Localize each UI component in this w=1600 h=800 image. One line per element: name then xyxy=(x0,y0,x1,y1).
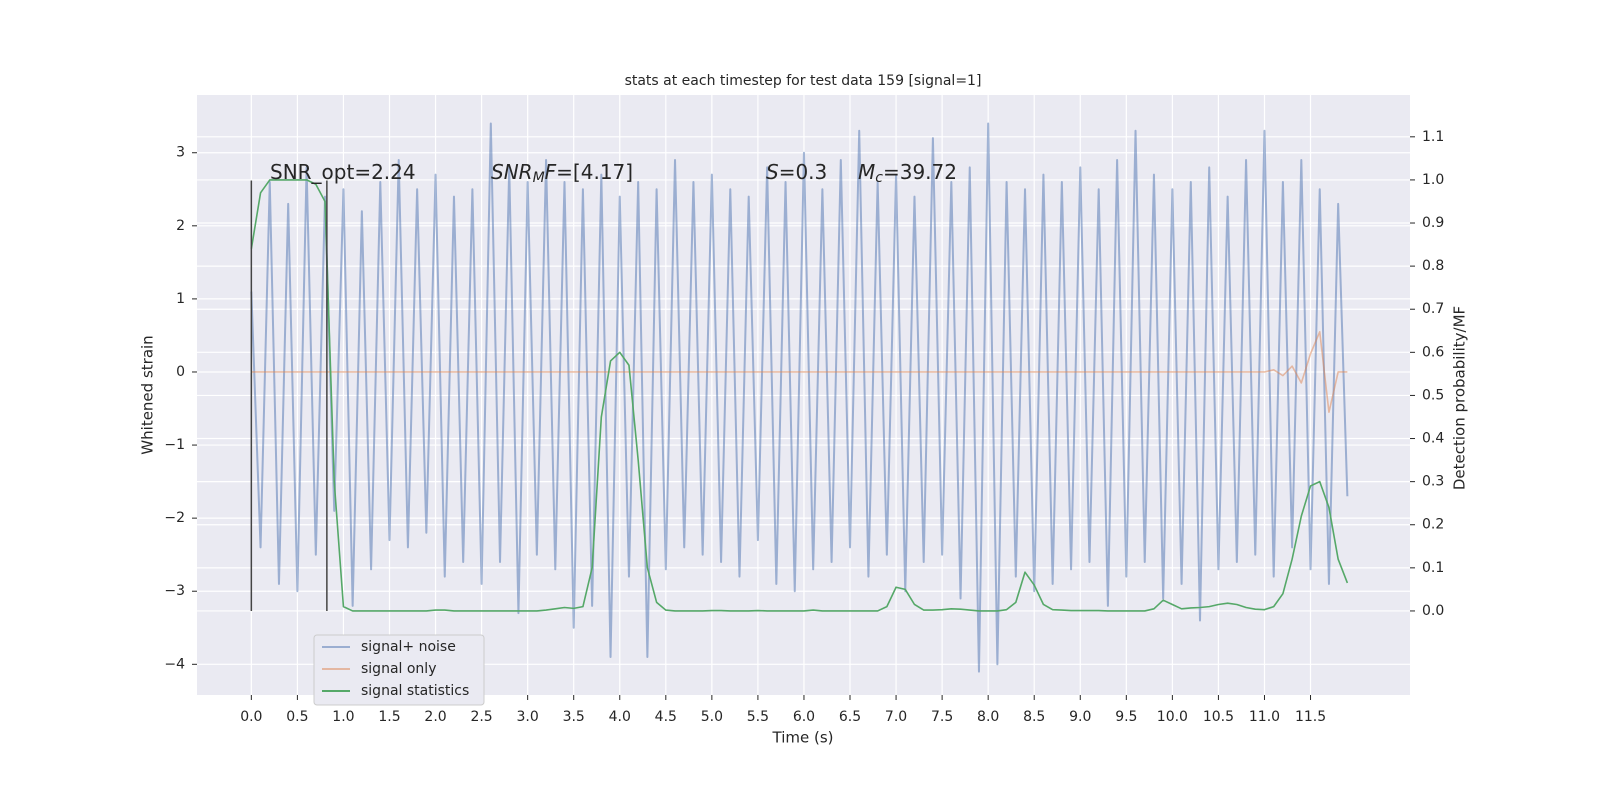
y-tick-label: 0 xyxy=(176,364,185,380)
y2-tick-label: 0.6 xyxy=(1422,344,1444,360)
y2-tick-label: 0.3 xyxy=(1422,474,1444,490)
y-tick-label: 2 xyxy=(176,218,185,234)
x-axis-label: Time (s) xyxy=(772,729,834,747)
chart-title: stats at each timestep for test data 159… xyxy=(625,73,982,89)
x-tick-label: 5.0 xyxy=(701,709,723,725)
y2-tick-label: 0.0 xyxy=(1422,603,1444,619)
annotation-part: SNR_opt=2.24 xyxy=(270,160,416,184)
y2-axis-label: Detection probability/MF xyxy=(1451,306,1469,490)
annotation-part: F xyxy=(545,160,557,184)
x-tick-label: 8.0 xyxy=(977,709,999,725)
annotation-part: =[4.17] xyxy=(556,160,633,184)
x-tick-label: 6.5 xyxy=(839,709,861,725)
annotation-part: SNR xyxy=(491,160,533,184)
x-tick-label: 7.5 xyxy=(931,709,953,725)
annotation-part: c xyxy=(875,170,883,186)
x-tick-label: 1.5 xyxy=(378,709,400,725)
x-tick-label: 7.0 xyxy=(885,709,907,725)
annotation-part: M xyxy=(533,170,545,186)
legend-box xyxy=(313,634,485,706)
y2-tick-label: 1.0 xyxy=(1422,172,1444,188)
series-line xyxy=(251,330,1348,413)
legend-label: signal only xyxy=(361,661,436,677)
x-tick-label: 4.5 xyxy=(655,709,677,725)
x-tick-label: 10.5 xyxy=(1203,709,1234,725)
y2-tick-label: 0.9 xyxy=(1422,215,1444,231)
x-tick-label: 10.0 xyxy=(1157,709,1188,725)
y-tick-label: −1 xyxy=(164,437,185,453)
x-tick-label: 11.5 xyxy=(1295,709,1326,725)
annotation: SNRMF=[4.17] xyxy=(491,160,633,187)
y-tick-label: 1 xyxy=(176,291,185,307)
x-tick-label: 2.0 xyxy=(424,709,446,725)
x-tick-label: 4.0 xyxy=(609,709,631,725)
x-tick-label: 6.0 xyxy=(793,709,815,725)
x-tick-label: 11.0 xyxy=(1249,709,1280,725)
y-tick-label: −2 xyxy=(164,510,185,526)
annotation-part: S xyxy=(766,160,779,184)
x-tick-label: 5.5 xyxy=(747,709,769,725)
x-tick-label: 3.5 xyxy=(563,709,585,725)
legend-label: signal statistics xyxy=(361,683,469,699)
y2-tick-label: 0.7 xyxy=(1422,301,1444,317)
x-tick-label: 9.0 xyxy=(1069,709,1091,725)
annotation: SNR_opt=2.24 xyxy=(270,160,416,184)
x-tick-label: 1.0 xyxy=(332,709,354,725)
y2-tick-label: 0.5 xyxy=(1422,387,1444,403)
x-tick-label: 9.5 xyxy=(1115,709,1137,725)
y-tick-label: −3 xyxy=(164,583,185,599)
y-tick-label: −4 xyxy=(164,656,185,672)
y2-tick-label: 0.8 xyxy=(1422,258,1444,274)
annotation-part: =39.72 xyxy=(883,160,957,184)
annotation-part: =0.3 xyxy=(779,160,828,184)
annotation: Mc=39.72 xyxy=(858,160,957,187)
y2-tick-label: 0.2 xyxy=(1422,517,1444,533)
annotation: S=0.3 xyxy=(766,160,827,184)
x-tick-label: 0.0 xyxy=(240,709,262,725)
y2-tick-label: 0.1 xyxy=(1422,560,1444,576)
annotation-part: M xyxy=(858,160,875,184)
x-tick-label: 8.5 xyxy=(1023,709,1045,725)
series-line xyxy=(250,179,1349,612)
y2-tick-label: 0.4 xyxy=(1422,431,1444,447)
y-tick-label: 3 xyxy=(176,145,185,161)
x-tick-label: 0.5 xyxy=(286,709,308,725)
x-tick-label: 3.0 xyxy=(517,709,539,725)
legend-label: signal+ noise xyxy=(361,639,456,655)
y-axis-label: Whitened strain xyxy=(139,335,157,454)
y2-tick-label: 1.1 xyxy=(1422,129,1444,145)
x-tick-label: 2.5 xyxy=(470,709,492,725)
